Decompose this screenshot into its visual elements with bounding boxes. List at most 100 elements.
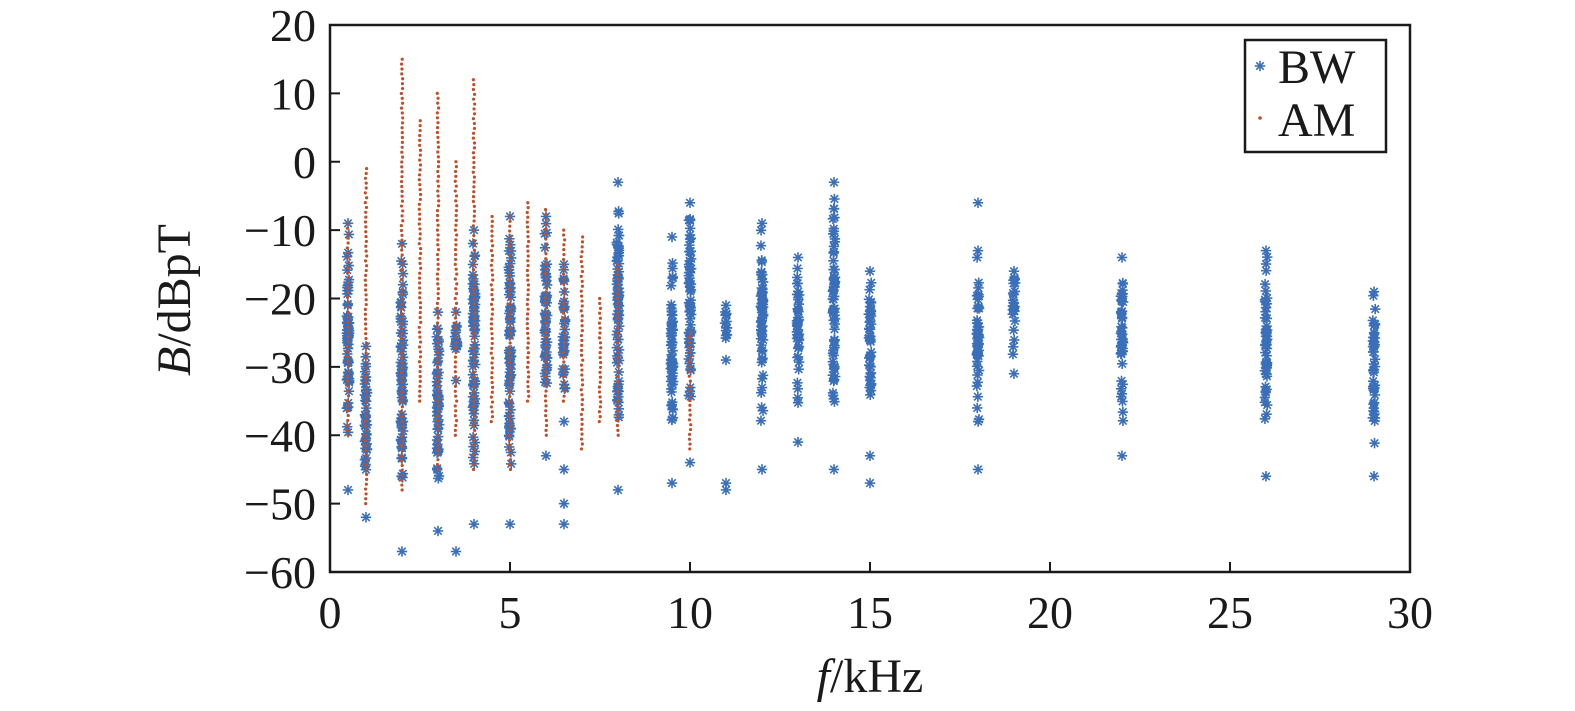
am-point [400, 326, 404, 331]
bw-point [342, 484, 354, 496]
am-point [544, 379, 548, 383]
am-point [453, 404, 457, 408]
am-point [598, 355, 602, 360]
y-tick-label: −60 [244, 547, 316, 598]
legend-am-label: AM [1278, 94, 1355, 147]
bw-point [720, 484, 732, 496]
bw-point [1116, 306, 1128, 317]
am-point [526, 341, 530, 345]
am-point [364, 225, 368, 229]
am-point [347, 364, 351, 368]
bw-point [1260, 471, 1272, 482]
am-point [454, 213, 458, 218]
am-point [363, 200, 367, 205]
am-point [472, 146, 477, 150]
am-point [580, 304, 584, 308]
am-point [364, 370, 368, 375]
am-point [508, 282, 512, 287]
am-point [436, 438, 440, 442]
am-point [453, 389, 457, 393]
am-point [454, 184, 458, 188]
am-point [526, 346, 530, 350]
am-point [526, 259, 530, 263]
am-point [563, 287, 567, 291]
am-point [580, 329, 584, 333]
bw-point [721, 322, 732, 334]
am-point [472, 433, 476, 437]
bw-point [1369, 354, 1381, 365]
bw-point [559, 382, 571, 394]
am-point [544, 320, 548, 325]
am-point [455, 272, 459, 276]
bw-point [343, 274, 355, 285]
bw-point [467, 361, 479, 372]
am-point [562, 248, 566, 252]
am-point [616, 370, 620, 374]
am-point [508, 253, 512, 257]
bw-point [755, 316, 767, 328]
am-point [688, 403, 692, 407]
am-point [473, 414, 477, 418]
legend-bw-asterisk [1254, 60, 1266, 72]
axis-ticks: 0 5 10 15 20 25 30 20 10 0 −10 −20 −30 −40 −50 −60 [244, 0, 1433, 638]
am-point [615, 267, 620, 271]
am-point [597, 410, 602, 414]
am-point [490, 229, 494, 233]
am-point [688, 384, 692, 388]
am-point [454, 379, 458, 384]
am-point [688, 398, 692, 403]
am-point [418, 315, 422, 320]
am-point [579, 289, 583, 293]
am-point [615, 375, 619, 379]
bw-point [611, 239, 623, 250]
am-point [507, 462, 512, 467]
am-point [579, 412, 584, 417]
am-point [526, 331, 530, 335]
am-point [562, 394, 566, 398]
am-point [400, 67, 404, 71]
am-point [490, 336, 494, 341]
bw-point [1260, 326, 1272, 337]
am-point [417, 325, 421, 329]
am-point [563, 370, 567, 374]
am-point [418, 296, 422, 300]
bw-point [756, 321, 768, 333]
am-point [545, 306, 549, 310]
bw-point [1010, 277, 1021, 289]
am-point [418, 389, 422, 393]
am-point [453, 428, 457, 432]
bw-point [684, 215, 696, 226]
am-point [436, 106, 441, 110]
am-point [400, 175, 404, 179]
am-point [508, 419, 512, 423]
bw-point [1117, 336, 1129, 348]
am-point [508, 239, 512, 243]
bw-point [685, 319, 696, 330]
am-point [472, 307, 477, 311]
am-point [365, 395, 369, 399]
am-point [364, 239, 368, 244]
bw-point [792, 352, 803, 363]
am-point [345, 349, 349, 354]
bw-point [793, 364, 804, 375]
am-point [597, 419, 601, 424]
am-point [526, 283, 531, 287]
am-point [687, 418, 692, 422]
am-point [616, 428, 620, 432]
am-point [490, 214, 494, 219]
am-point [399, 356, 404, 360]
am-point [561, 272, 566, 276]
x-axis-unit: /kHz [830, 650, 923, 703]
bw-point [792, 397, 804, 408]
am-point [688, 379, 692, 383]
am-point [418, 301, 423, 305]
bw-point [613, 230, 625, 241]
am-point [543, 399, 548, 403]
am-point [616, 335, 620, 340]
am-point [400, 238, 404, 242]
bw-point [865, 318, 877, 330]
am-point [400, 82, 404, 86]
am-point [490, 410, 494, 414]
am-point [579, 274, 583, 278]
am-point [508, 331, 513, 335]
